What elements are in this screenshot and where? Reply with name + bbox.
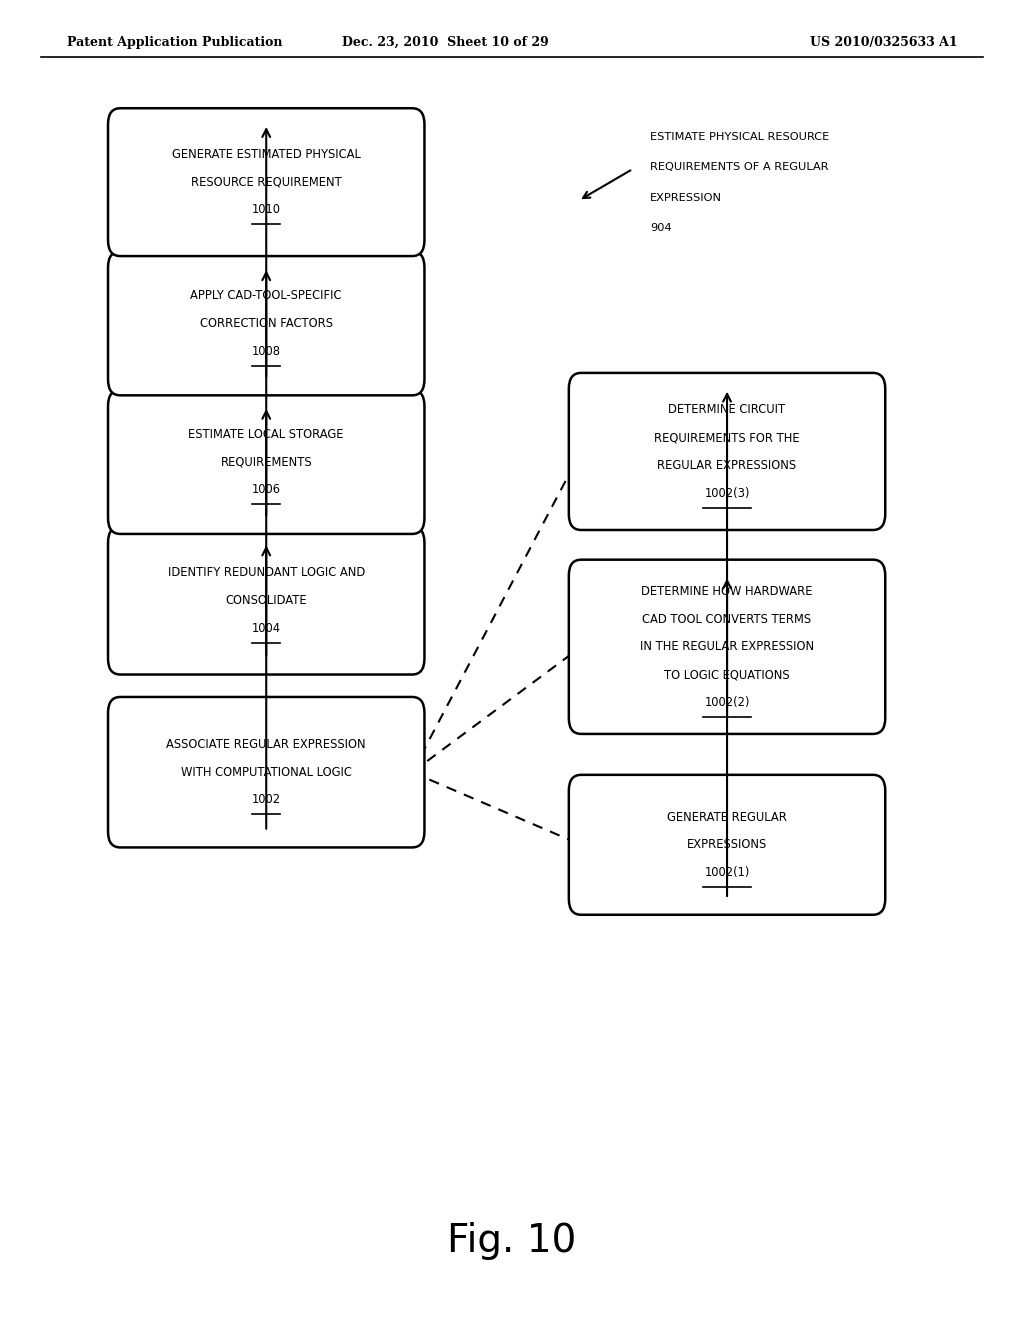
Text: DETERMINE HOW HARDWARE: DETERMINE HOW HARDWARE xyxy=(641,585,813,598)
Text: US 2010/0325633 A1: US 2010/0325633 A1 xyxy=(810,36,957,49)
Text: ASSOCIATE REGULAR EXPRESSION: ASSOCIATE REGULAR EXPRESSION xyxy=(167,738,366,751)
Text: EXPRESSION: EXPRESSION xyxy=(650,193,722,203)
FancyBboxPatch shape xyxy=(109,108,425,256)
Text: CAD TOOL CONVERTS TERMS: CAD TOOL CONVERTS TERMS xyxy=(642,612,812,626)
FancyBboxPatch shape xyxy=(569,775,885,915)
Text: Dec. 23, 2010  Sheet 10 of 29: Dec. 23, 2010 Sheet 10 of 29 xyxy=(342,36,549,49)
Text: 1002(3): 1002(3) xyxy=(705,487,750,499)
Text: 1002(1): 1002(1) xyxy=(705,866,750,879)
Text: IDENTIFY REDUNDANT LOGIC AND: IDENTIFY REDUNDANT LOGIC AND xyxy=(168,566,365,579)
Text: 1002(2): 1002(2) xyxy=(705,696,750,709)
Text: ESTIMATE PHYSICAL RESOURCE: ESTIMATE PHYSICAL RESOURCE xyxy=(650,132,829,143)
Text: IN THE REGULAR EXPRESSION: IN THE REGULAR EXPRESSION xyxy=(640,640,814,653)
FancyBboxPatch shape xyxy=(109,251,425,396)
Text: 1006: 1006 xyxy=(252,483,281,496)
Text: REQUIREMENTS FOR THE: REQUIREMENTS FOR THE xyxy=(654,432,800,444)
Text: GENERATE ESTIMATED PHYSICAL: GENERATE ESTIMATED PHYSICAL xyxy=(172,148,360,161)
Text: GENERATE REGULAR: GENERATE REGULAR xyxy=(667,810,787,824)
Text: DETERMINE CIRCUIT: DETERMINE CIRCUIT xyxy=(669,404,785,416)
Text: EXPRESSIONS: EXPRESSIONS xyxy=(687,838,767,851)
Text: Fig. 10: Fig. 10 xyxy=(447,1222,577,1259)
Text: TO LOGIC EQUATIONS: TO LOGIC EQUATIONS xyxy=(665,668,790,681)
Text: CORRECTION FACTORS: CORRECTION FACTORS xyxy=(200,317,333,330)
FancyBboxPatch shape xyxy=(109,391,425,533)
FancyBboxPatch shape xyxy=(109,527,425,675)
FancyBboxPatch shape xyxy=(109,697,425,847)
Text: REQUIREMENTS: REQUIREMENTS xyxy=(220,455,312,469)
Text: REGULAR EXPRESSIONS: REGULAR EXPRESSIONS xyxy=(657,459,797,471)
FancyBboxPatch shape xyxy=(569,372,885,529)
Text: Patent Application Publication: Patent Application Publication xyxy=(67,36,282,49)
Text: APPLY CAD-TOOL-SPECIFIC: APPLY CAD-TOOL-SPECIFIC xyxy=(190,289,342,302)
Text: ESTIMATE LOCAL STORAGE: ESTIMATE LOCAL STORAGE xyxy=(188,428,344,441)
Text: 1010: 1010 xyxy=(252,203,281,216)
FancyBboxPatch shape xyxy=(569,560,885,734)
Text: 1008: 1008 xyxy=(252,345,281,358)
Text: RESOURCE REQUIREMENT: RESOURCE REQUIREMENT xyxy=(190,176,342,189)
Text: 904: 904 xyxy=(650,223,672,234)
Text: WITH COMPUTATIONAL LOGIC: WITH COMPUTATIONAL LOGIC xyxy=(181,766,351,779)
Text: 1002: 1002 xyxy=(252,793,281,807)
Text: REQUIREMENTS OF A REGULAR: REQUIREMENTS OF A REGULAR xyxy=(650,162,828,173)
Text: CONSOLIDATE: CONSOLIDATE xyxy=(225,594,307,607)
Text: 1004: 1004 xyxy=(252,622,281,635)
